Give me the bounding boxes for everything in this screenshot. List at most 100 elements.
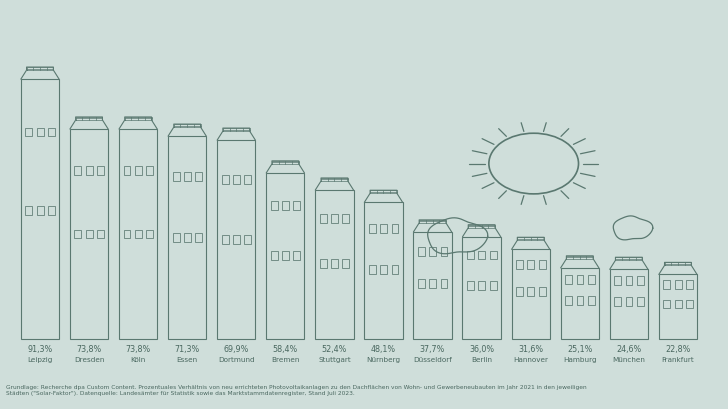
Bar — [577, 297, 583, 306]
Bar — [369, 224, 376, 233]
Bar — [124, 230, 130, 239]
Bar — [467, 251, 474, 260]
Text: 73,8%: 73,8% — [125, 344, 151, 353]
Text: Bremen: Bremen — [271, 356, 299, 362]
Bar — [625, 297, 633, 306]
Bar — [331, 259, 338, 268]
Bar — [516, 261, 523, 270]
Bar — [490, 251, 496, 260]
Bar — [539, 261, 545, 270]
Bar — [380, 265, 387, 274]
Text: Stuttgart: Stuttgart — [318, 356, 351, 362]
Bar — [369, 265, 376, 274]
Bar — [184, 173, 191, 182]
Text: Grundlage: Recherche dpa Custom Content. Prozentuales Verhältnis von neu erricht: Grundlage: Recherche dpa Custom Content.… — [7, 384, 587, 395]
Text: 31,6%: 31,6% — [518, 344, 543, 353]
Bar — [392, 265, 398, 274]
Bar — [266, 173, 304, 339]
Bar — [320, 259, 327, 268]
Bar — [70, 130, 108, 339]
Bar — [430, 279, 436, 288]
Bar — [659, 275, 697, 339]
Bar — [320, 215, 327, 223]
Text: 37,7%: 37,7% — [420, 344, 446, 353]
Text: 73,8%: 73,8% — [76, 344, 102, 353]
Bar — [271, 201, 277, 210]
Bar — [614, 276, 621, 285]
Bar — [686, 281, 693, 289]
Bar — [478, 251, 486, 260]
Bar — [686, 300, 693, 308]
Text: Essen: Essen — [177, 356, 198, 362]
Bar — [625, 276, 633, 285]
Text: 22,8%: 22,8% — [665, 344, 691, 353]
Bar — [135, 230, 142, 239]
Bar — [271, 251, 277, 260]
Bar — [222, 235, 229, 244]
Bar — [478, 282, 486, 290]
Bar — [146, 167, 153, 176]
Bar — [380, 224, 387, 233]
Text: Dortmund: Dortmund — [218, 356, 255, 362]
Bar — [25, 206, 32, 215]
Bar — [675, 281, 681, 289]
Bar — [440, 279, 448, 288]
Text: München: München — [612, 356, 645, 362]
Bar — [565, 275, 572, 284]
Bar — [36, 128, 44, 137]
Bar — [119, 130, 157, 339]
Bar — [331, 215, 338, 223]
Text: Hannover: Hannover — [513, 356, 548, 362]
Bar — [86, 167, 92, 176]
Text: 71,3%: 71,3% — [175, 344, 199, 353]
Bar — [293, 201, 300, 210]
Bar — [418, 247, 425, 256]
Bar — [97, 230, 104, 239]
Bar — [414, 232, 451, 339]
Bar — [184, 234, 191, 242]
Bar — [74, 167, 82, 176]
Text: Dresden: Dresden — [74, 356, 104, 362]
Bar — [342, 215, 349, 223]
Bar — [637, 297, 644, 306]
Bar — [565, 297, 572, 306]
Bar — [195, 234, 202, 242]
Text: 24,6%: 24,6% — [616, 344, 641, 353]
Bar — [217, 141, 256, 339]
Bar — [195, 173, 202, 182]
Bar — [392, 224, 398, 233]
Bar — [528, 288, 534, 297]
Bar — [222, 176, 229, 184]
Bar — [282, 251, 289, 260]
Bar — [293, 251, 300, 260]
Bar — [245, 235, 251, 244]
Bar — [516, 288, 523, 297]
Bar — [245, 176, 251, 184]
Bar — [315, 191, 354, 339]
Bar — [587, 275, 595, 284]
Text: 52,4%: 52,4% — [322, 344, 347, 353]
Bar — [561, 268, 599, 339]
Bar — [539, 288, 545, 297]
Bar — [233, 235, 240, 244]
Bar — [86, 230, 92, 239]
Bar — [364, 203, 403, 339]
Text: Frankfurt: Frankfurt — [662, 356, 695, 362]
Text: Leipzig: Leipzig — [27, 356, 52, 362]
Text: Berlin: Berlin — [471, 356, 492, 362]
Bar — [282, 201, 289, 210]
Text: 36,0%: 36,0% — [469, 344, 494, 353]
Bar — [36, 206, 44, 215]
Bar — [48, 128, 55, 137]
Bar — [233, 176, 240, 184]
Bar — [462, 237, 501, 339]
Text: 58,4%: 58,4% — [273, 344, 298, 353]
Bar — [342, 259, 349, 268]
Bar — [675, 300, 681, 308]
Bar — [577, 275, 583, 284]
Bar — [25, 128, 32, 137]
Bar — [512, 250, 550, 339]
Bar — [490, 282, 496, 290]
Text: Nürnberg: Nürnberg — [366, 356, 400, 362]
Bar — [610, 270, 648, 339]
